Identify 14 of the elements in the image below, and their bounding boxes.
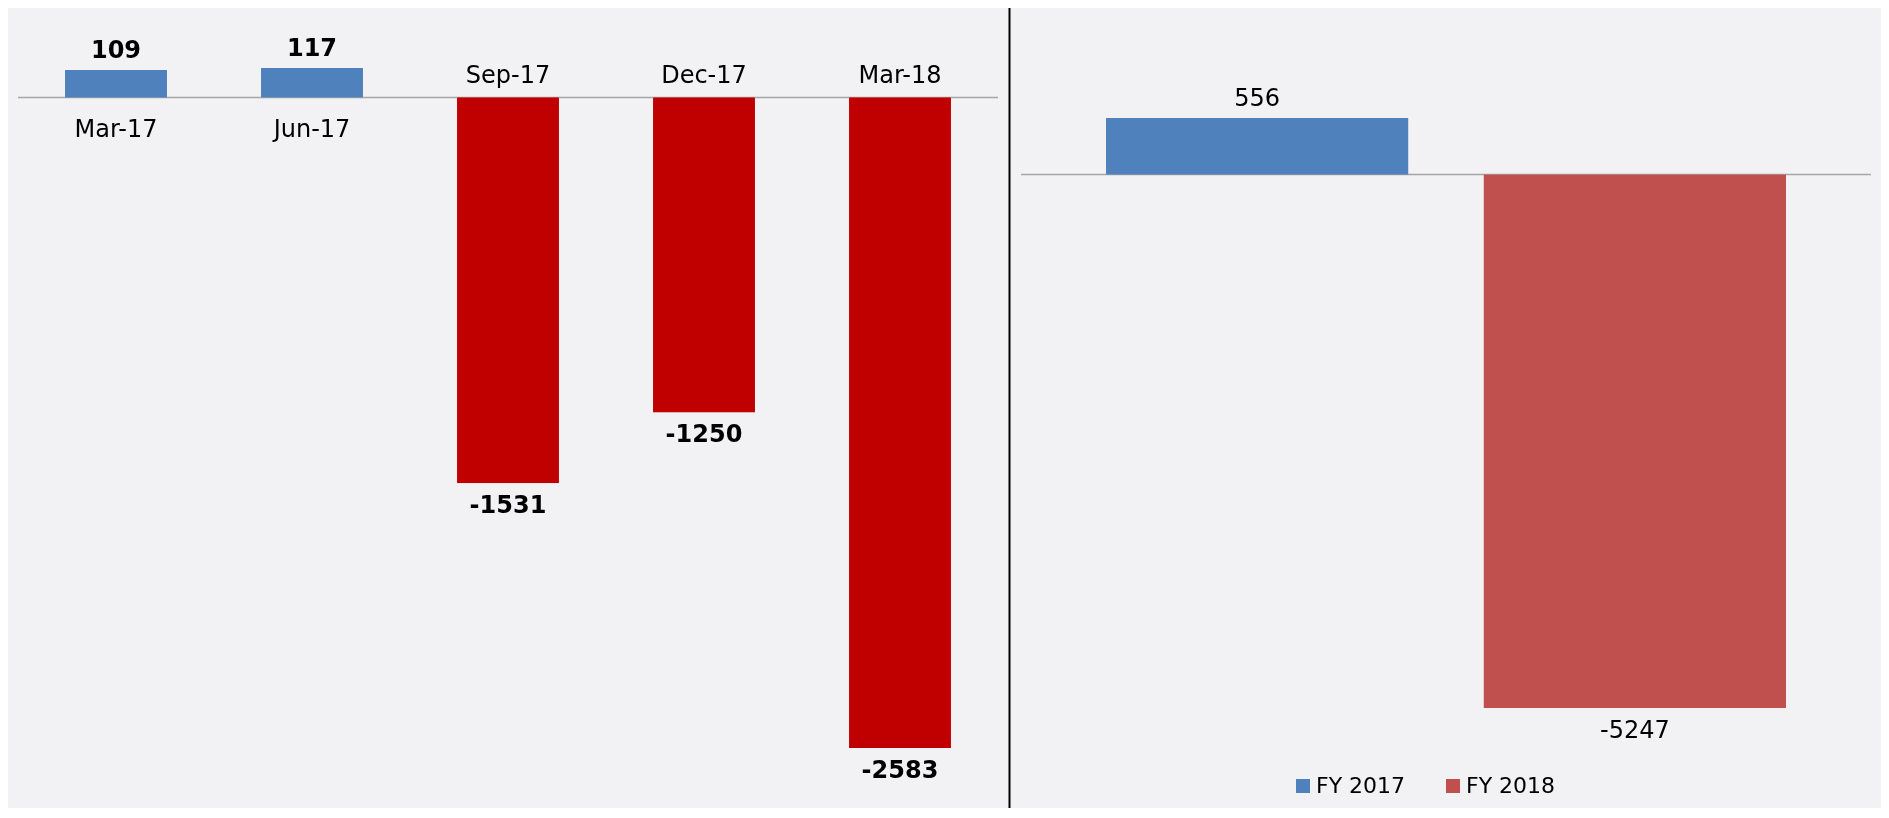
data-label: -5247 <box>1600 716 1670 744</box>
data-label: -1531 <box>469 491 547 520</box>
data-label: 109 <box>90 36 142 65</box>
x-tick-label: Mar-17 <box>74 115 158 144</box>
data-label: -2583 <box>861 756 939 784</box>
data-label: 556 <box>1234 84 1281 112</box>
legend-label: FY 2017 <box>1316 773 1406 798</box>
x-tick-label: Mar-18 <box>858 61 942 90</box>
data-label: 117 <box>286 34 338 62</box>
x-tick-label: Sep-17 <box>465 61 551 90</box>
legend-label: FY 2018 <box>1466 773 1556 798</box>
x-tick-label: Jun-17 <box>271 115 351 144</box>
data-label: -1250 <box>665 420 743 449</box>
x-tick-label: Dec-17 <box>661 61 747 90</box>
